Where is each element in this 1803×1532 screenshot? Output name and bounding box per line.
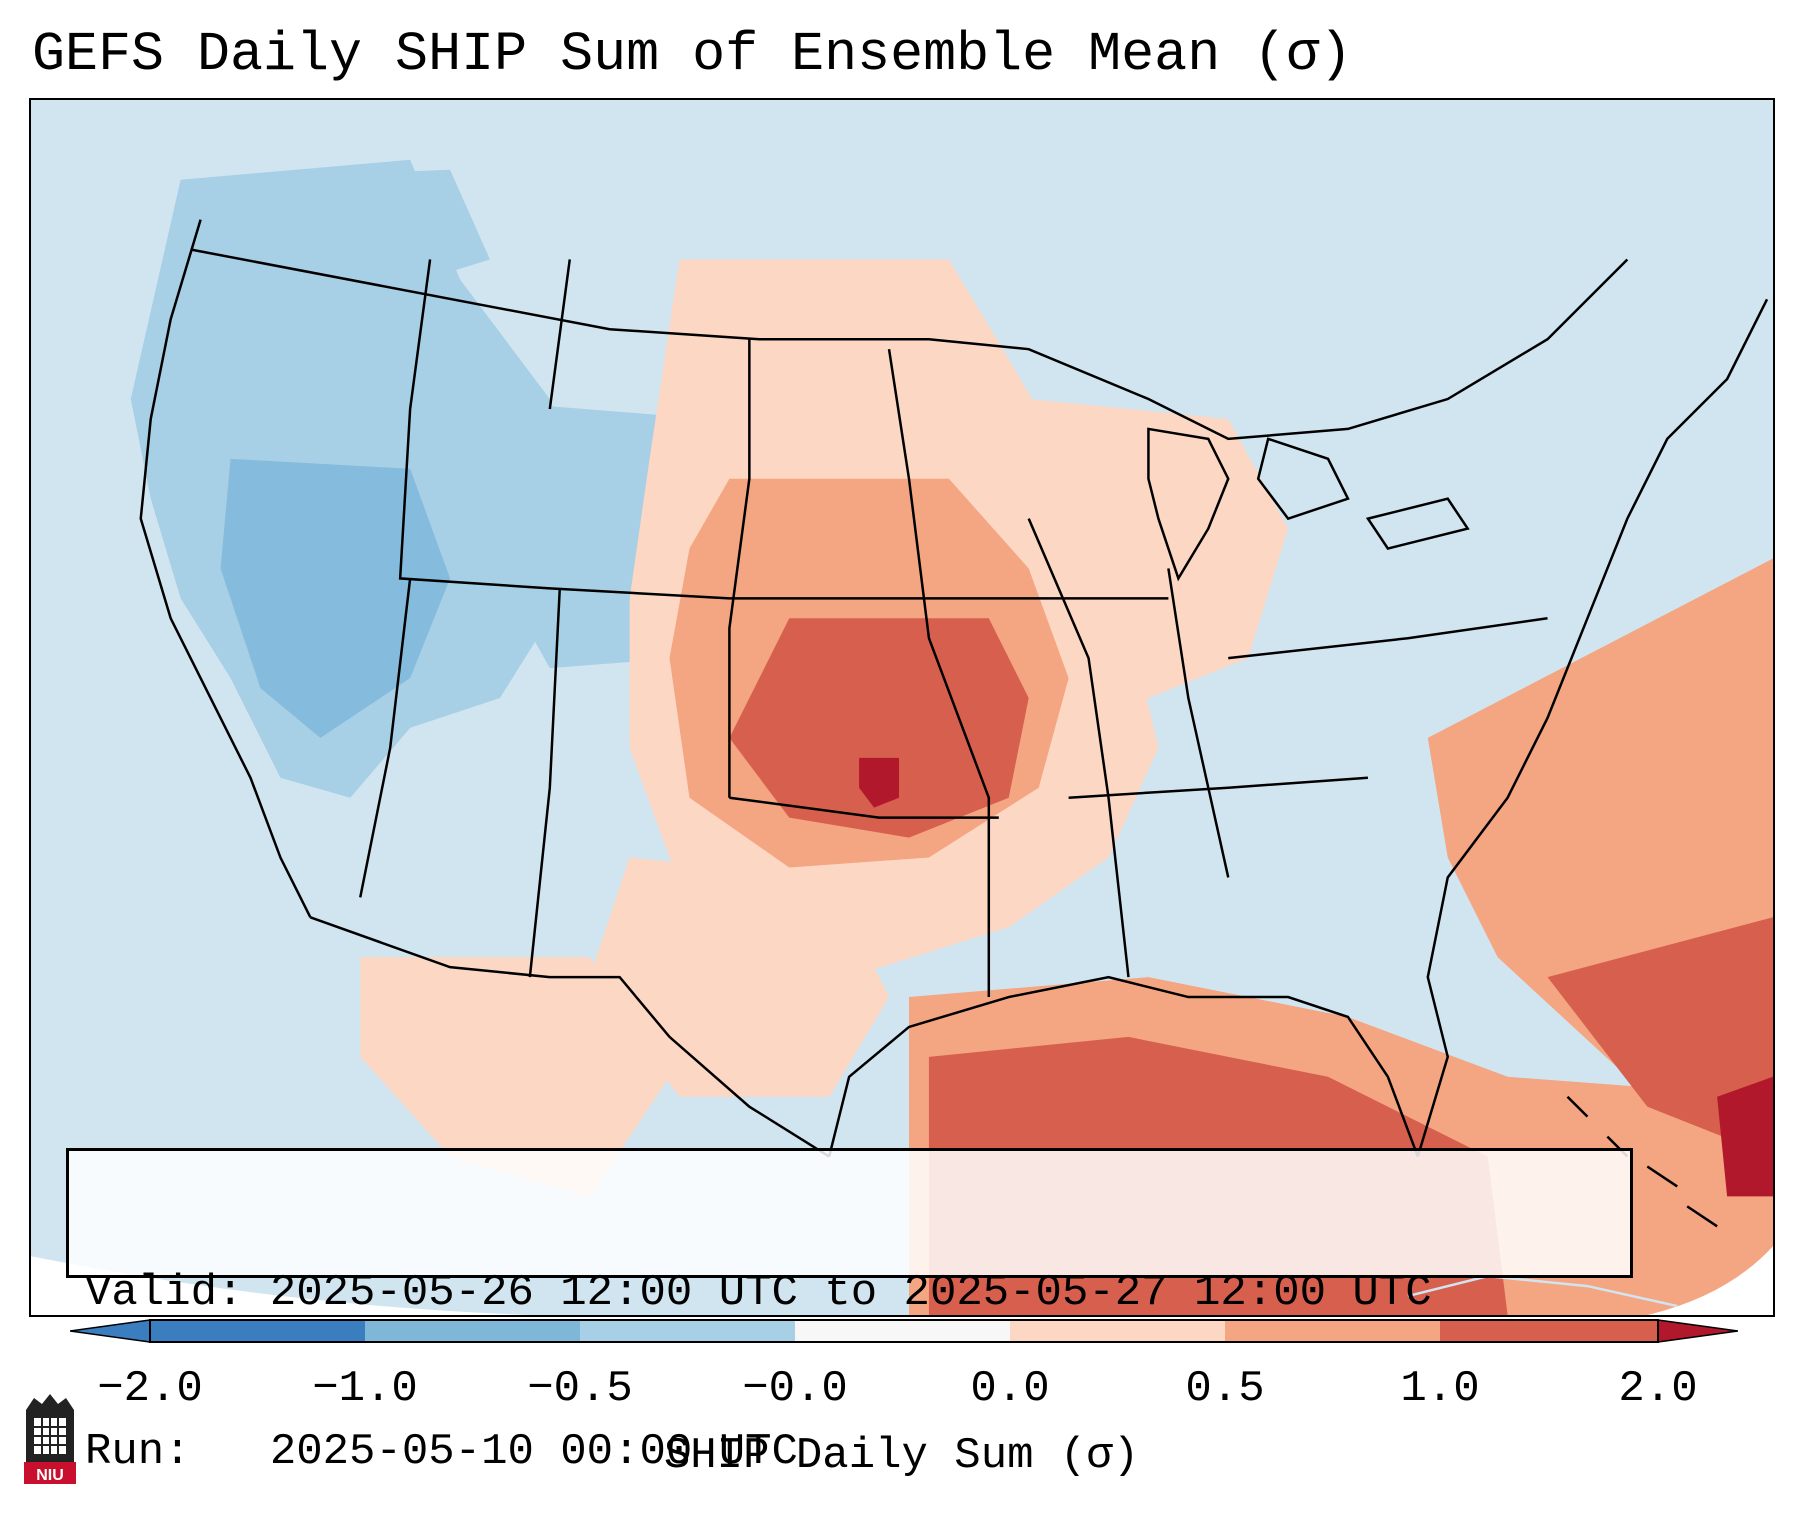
southern-plains-strong-region [729, 618, 1029, 838]
colorbar [70, 1319, 1738, 1343]
colorbar-segment-2 [365, 1320, 580, 1342]
colorbar-tick-label: 0.5 [1185, 1364, 1265, 1414]
colorbar-tick-label: 1.0 [1400, 1364, 1480, 1414]
colorbar-extend-low [70, 1319, 151, 1343]
colorbar-tick-label: −0.0 [742, 1364, 848, 1414]
map-panel [29, 98, 1775, 1317]
colorbar-segment-3 [580, 1320, 795, 1342]
mexico-light-positive [360, 957, 670, 1197]
colorbar-tick-label: 0.0 [970, 1364, 1050, 1414]
colorbar-segment-6 [1225, 1320, 1440, 1342]
colorbar-tick-label: −1.0 [312, 1364, 418, 1414]
colorbar-segment-7 [1440, 1320, 1658, 1342]
gulf-coast [827, 975, 1419, 1157]
caribbean-islands [1407, 1095, 1718, 1308]
chart-title: GEFS Daily SHIP Sum of Ensemble Mean (σ) [32, 23, 1353, 86]
shaded-map [31, 100, 1773, 1315]
oklahoma-hotspot [859, 757, 900, 808]
east-coast [1416, 298, 1769, 1157]
colorbar-segment-5 [1010, 1320, 1225, 1342]
outside-domain-right [1647, 1246, 1773, 1315]
political-borders [139, 219, 1769, 1158]
colorbar-outline [149, 1319, 1659, 1343]
us-canada-border [190, 248, 1629, 441]
midwest-light-positive [1018, 399, 1289, 699]
colorbar-segment-4 [795, 1320, 1010, 1342]
pacific-northwest-negative-region [200, 169, 490, 300]
bahamas-outline [1566, 1095, 1718, 1228]
logo-text: NIU [36, 1467, 64, 1484]
northeast-near-zero [1328, 339, 1628, 639]
outside-domain-left [31, 1256, 530, 1315]
run-time-line: Run: 2025-05-10 00:00 UTC [85, 1427, 798, 1477]
caribbean-hotspot [1717, 1076, 1773, 1197]
state-border-lines [359, 259, 1548, 998]
niu-logo: NIU [24, 1394, 76, 1484]
colorbar-tick-label: −0.5 [527, 1364, 633, 1414]
atlantic-strong-region [1547, 917, 1773, 1157]
texas-light-positive [589, 857, 890, 1097]
colorbar-segment-1 [150, 1320, 365, 1342]
colorbar-tick-label: −2.0 [97, 1364, 203, 1414]
valid-run-info-box: Valid: 2025-05-26 12:00 UTC to 2025-05-2… [66, 1148, 1633, 1477]
great-lakes-outline [1147, 427, 1470, 582]
great-basin-negative-region [220, 458, 451, 738]
colorbar-label: SHIP Daily Sum (σ) [663, 1431, 1140, 1481]
colorbar-tick-label: 2.0 [1618, 1364, 1698, 1414]
valid-time-line: Valid: 2025-05-26 12:00 UTC to 2025-05-2… [85, 1268, 1432, 1318]
cuba-outline [1407, 1274, 1678, 1308]
west-coast [139, 219, 312, 918]
colorbar-extend-high [1657, 1319, 1738, 1343]
us-mexico-border [309, 916, 830, 1158]
